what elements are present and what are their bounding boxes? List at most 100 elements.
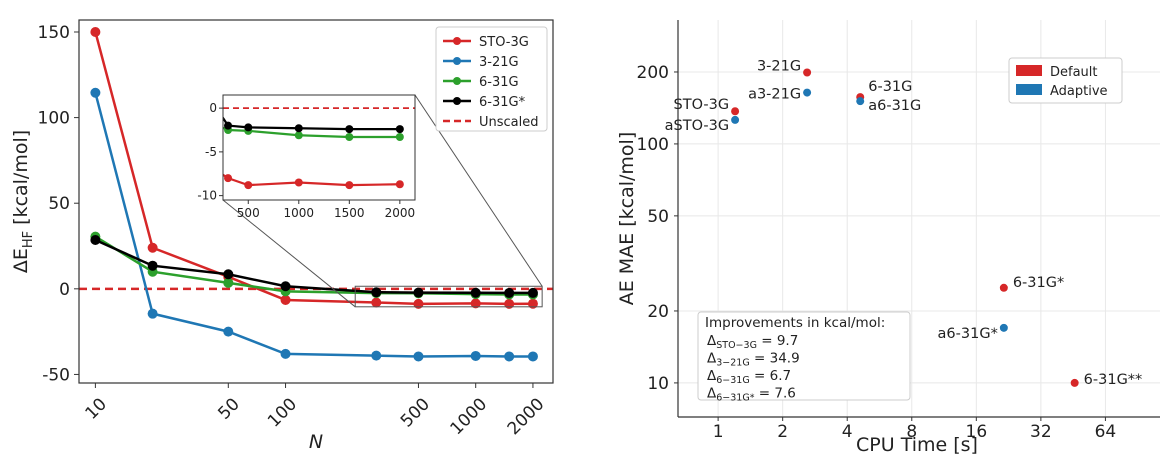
series-point: [413, 298, 424, 309]
inset-point: [294, 131, 303, 140]
series-point: [504, 298, 515, 309]
series-point: [470, 350, 481, 361]
legend-entry: 3-21G: [443, 55, 519, 70]
series-line-631g: [94, 238, 533, 295]
y-tick-label: 200: [637, 63, 669, 83]
y-tick-label: -50: [42, 365, 70, 385]
series-point: [280, 281, 291, 292]
y-tick-label: 20: [647, 302, 669, 322]
inset-point: [224, 174, 233, 183]
series-point: [280, 348, 291, 359]
scatter-point-default: [731, 107, 740, 116]
inset-frame: [222, 94, 416, 201]
improvement-entry: ΔSTO−3G = 9.7: [707, 333, 798, 351]
x-tick-label: 8: [906, 422, 917, 442]
y-tick-label: 50: [647, 207, 669, 227]
inset-point: [345, 181, 354, 190]
inset-point: [395, 125, 404, 134]
point-label: aSTO-3G: [665, 118, 729, 134]
inset-point: [244, 181, 253, 190]
legend-marker: [453, 77, 461, 85]
scatter-point-default: [999, 283, 1008, 292]
scatter-point-adaptive: [803, 88, 812, 97]
series-point: [470, 287, 481, 298]
legend-swatch: [1016, 84, 1042, 95]
inset-point: [204, 117, 212, 125]
series-point: [147, 308, 158, 319]
x-tick-label: 10: [81, 394, 110, 423]
inset-point: [345, 125, 354, 134]
inset-point: [294, 124, 303, 133]
x-axis-label: N: [309, 431, 323, 453]
inset-x-tick-label: 1500: [334, 206, 365, 220]
legend-label: Adaptive: [1050, 84, 1108, 99]
point-label: a3-21G: [748, 87, 801, 103]
improvement-entry: Δ6−31G = 6.7: [707, 368, 791, 386]
scatter-point-adaptive: [856, 97, 865, 106]
series-point: [147, 260, 158, 271]
series-point: [504, 351, 515, 362]
inset-point: [204, 161, 212, 169]
inset-point: [395, 180, 404, 189]
annotation-box: [697, 311, 911, 401]
scatter-point-default: [1070, 378, 1079, 387]
series-point: [413, 287, 424, 298]
series-point: [223, 277, 234, 288]
legend-label: 6-31G: [479, 75, 519, 90]
point-label: 3-21G: [757, 58, 801, 74]
x-tick-label: 32: [1030, 422, 1052, 442]
point-label: 6-31G*: [1013, 275, 1064, 291]
inset-line-sto3g: [223, 173, 400, 187]
legend-label: Unscaled: [479, 115, 539, 130]
inset-point: [294, 178, 303, 187]
y-tick-label: 0: [59, 280, 70, 300]
improvements-annotation: Improvements in kcal/mol: ΔSTO−3G = 9.7Δ3…: [697, 311, 911, 404]
inset-point: [224, 121, 233, 130]
inset-point: [345, 133, 354, 141]
series-point: [527, 351, 538, 362]
y-tick-label: 150: [38, 23, 70, 43]
series-point: [223, 326, 234, 337]
legend-label: STO-3G: [479, 35, 529, 50]
series-point: [371, 297, 382, 308]
legend-entry: 6-31G: [443, 75, 519, 90]
inset-y-tick-label: -10: [197, 189, 217, 203]
legend-marker: [453, 37, 461, 45]
y-axis-label: AE MAE [kcal/mol]: [616, 132, 638, 306]
series-point: [90, 235, 101, 246]
legend-label: Default: [1050, 65, 1098, 80]
legend-label: 3-21G: [479, 55, 519, 70]
y-tick-label: 50: [48, 194, 70, 214]
y-axis-label: ΔEHF [kcal/mol]: [10, 130, 36, 273]
inset-plot-area: [204, 91, 415, 190]
series-point: [504, 287, 515, 298]
point-label: a6-31G*: [938, 326, 998, 342]
inset-x-tick-label: 2000: [385, 206, 416, 220]
point-label: 6-31G**: [1084, 372, 1143, 388]
inset-y-tick-label: 0: [209, 101, 217, 115]
legend-entry: Default: [1016, 65, 1098, 80]
improvement-entry: Δ6−31G* = 7.6: [707, 386, 796, 404]
right-legend: Default Adaptive: [1008, 57, 1123, 104]
x-tick-label: 1000: [446, 394, 491, 439]
series-point: [223, 269, 234, 280]
y-tick-label: 100: [637, 135, 669, 155]
y-tick-label: 100: [38, 109, 70, 129]
x-tick-label: 1: [713, 422, 724, 442]
legend-entry: 6-31G*: [443, 95, 526, 110]
legend-marker: [453, 97, 461, 105]
inset-point: [204, 91, 212, 99]
series-point: [147, 242, 158, 253]
improvement-entry: Δ3−21G = 34.9: [707, 351, 800, 369]
series-point: [527, 298, 538, 309]
x-tick-label: 100: [264, 394, 301, 431]
left-plot-frame: [78, 19, 554, 384]
legend-label: 6-31G*: [479, 95, 526, 110]
series-point: [280, 294, 291, 305]
x-tick-label: 500: [397, 394, 434, 431]
legend-entry: Adaptive: [1016, 84, 1108, 99]
x-tick-label: 2000: [504, 394, 549, 439]
series-point: [90, 26, 101, 37]
legend-entry: Unscaled: [443, 115, 539, 130]
